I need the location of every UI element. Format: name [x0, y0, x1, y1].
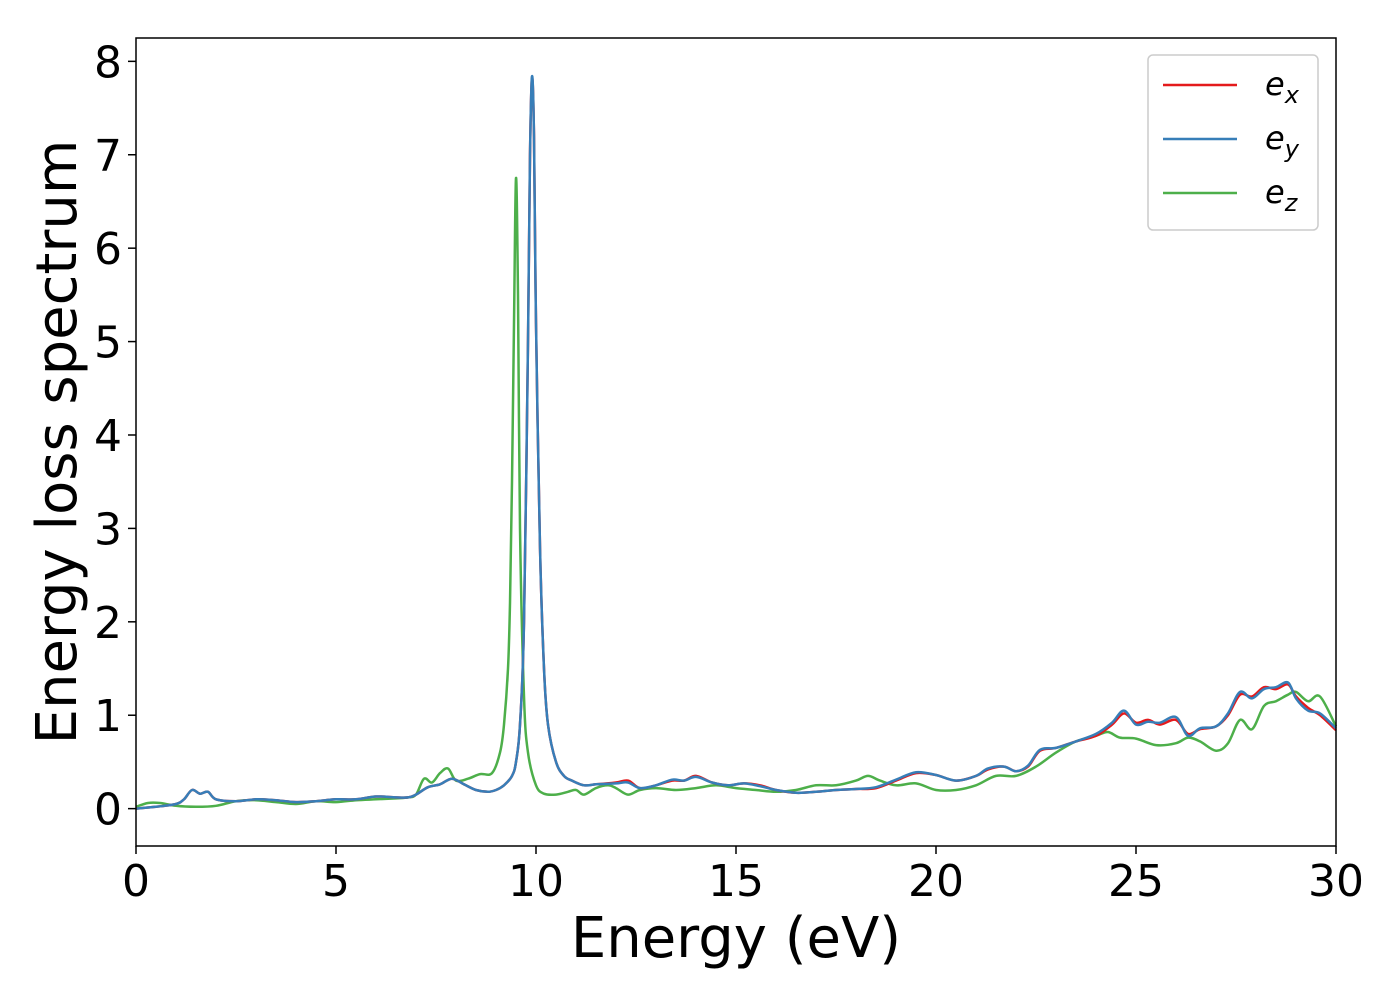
legend-label-subscript: z	[1284, 189, 1299, 217]
y-tick-label: 0	[94, 785, 122, 836]
x-tick-label: 15	[708, 856, 764, 907]
x-tick-label: 0	[122, 856, 150, 907]
plot-frame	[135, 37, 1337, 847]
x-tick-label: 30	[1308, 856, 1364, 907]
series-line-z	[135, 176, 1338, 809]
x-tick-label: 20	[908, 856, 964, 907]
series-line-y	[135, 74, 1337, 810]
y-tick-label: 6	[94, 224, 122, 275]
x-axis-ticks: 0 5 10 15 20 25 30	[122, 846, 1364, 907]
legend-label-base: e	[1265, 173, 1285, 211]
legend-label-z: ez	[1265, 173, 1299, 217]
legend-label-base: e	[1265, 65, 1285, 103]
y-axis-label: Energy loss spectrum	[25, 140, 90, 745]
legend-label-subscript: y	[1284, 135, 1300, 163]
x-axis-label: Energy (eV)	[571, 906, 901, 971]
x-tick-label: 25	[1108, 856, 1164, 907]
legend-label-x: ex	[1265, 65, 1300, 109]
y-tick-label: 4	[94, 411, 122, 462]
y-tick-label: 5	[94, 318, 122, 369]
y-tick-label: 2	[94, 598, 122, 649]
legend-label-subscript: x	[1284, 81, 1300, 109]
x-tick-label: 5	[322, 856, 350, 907]
plot-lines	[135, 74, 1338, 810]
y-tick-label: 3	[94, 504, 122, 555]
y-tick-label: 7	[94, 131, 122, 182]
legend-label-y: ey	[1265, 119, 1300, 163]
x-tick-label: 10	[508, 856, 564, 907]
legend-label-base: e	[1265, 119, 1285, 157]
legend-box	[1147, 54, 1319, 231]
y-tick-label: 1	[94, 691, 122, 742]
y-tick-label: 8	[94, 37, 122, 88]
y-axis-ticks: 0 1 2 3 4 5 6 7 8	[94, 37, 136, 836]
